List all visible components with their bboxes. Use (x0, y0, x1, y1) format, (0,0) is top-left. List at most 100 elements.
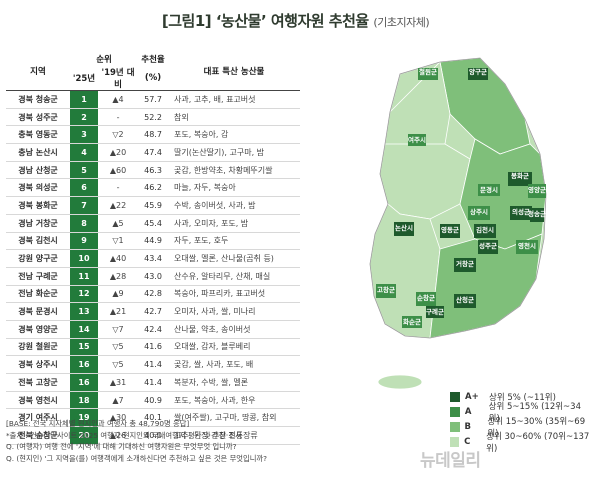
map-geochang-area (454, 258, 476, 272)
map-label: 상주시 (470, 207, 488, 216)
title-sub: (기초지자체) (373, 16, 430, 29)
rank-change-cell: ▲20 (98, 143, 139, 162)
header-score: 추천율 (141, 55, 165, 65)
table-row: 강원 양구군 10 ▲40 43.4 오대쌀, 멜론, 산나물(곰취 등) (6, 249, 301, 268)
map-label: 구례군 (426, 307, 444, 316)
score-cell: 40.9 (138, 391, 169, 410)
products-cell: 고추, 된장·간장·전통장류 (168, 426, 301, 445)
legend-grade-a: A (464, 406, 472, 417)
table-row: 경북 상주시 16 ▽5 41.4 곶감, 쌀, 사과, 포도, 배 (6, 355, 301, 374)
footnote-question-resident: Q. (현지인) '그 지역을(를) 여행객에게 소개하신다면 추천하고 싶은 … (6, 453, 268, 463)
table-row: 경남 산청군 5 ▲60 46.3 곶감, 한방약초, 차황메뚜기쌀 (6, 161, 301, 180)
rank-cell: 16 (70, 373, 98, 392)
map-cheongsong-area (530, 208, 544, 222)
rank-change-cell: ▲9 (98, 285, 139, 304)
legend-grade-b: B (464, 421, 471, 432)
score-cell: 46.2 (138, 178, 169, 198)
products-cell: 산수유, 알타리무, 산채, 매실 (168, 267, 301, 286)
products-cell: 복숭아, 파프리카, 표고버섯 (168, 285, 301, 304)
products-cell: 곶감, 한방약초, 차황메뚜기쌀 (168, 161, 301, 180)
region-cell: 경북 봉화군 (6, 196, 70, 215)
map-mungyeong-area (478, 184, 500, 196)
table-row: 경북 성주군 2-52.2 참외 (6, 108, 301, 127)
map-legend: A+ 상위 5% (~11위) A 상위 5~15% (12위~34위) B 상… (450, 389, 591, 454)
products-cell: 복분자, 수박, 쌀, 멜론 (168, 373, 301, 392)
score-cell: 57.7 (138, 90, 169, 109)
map-label: 문경시 (480, 185, 498, 194)
region-cell: 전남 화순군 (6, 285, 70, 304)
score-cell: 43.0 (138, 267, 169, 286)
rank-change-cell: ▲26 (98, 426, 139, 445)
products-cell: 포도, 복숭아, 사과, 한우 (168, 391, 301, 410)
map-label: 청송군 (528, 209, 546, 218)
rank-change-cell: ▲22 (98, 196, 139, 215)
products-cell: 포도, 복숭아, 감 (168, 125, 301, 145)
region-cell: 강원 철원군 (6, 338, 70, 357)
map-yanggu-area (468, 68, 488, 80)
legend-item-c: C 상위 30~60% (70위~137위) (450, 432, 591, 454)
products-cell: 오미자, 사과, 쌀, 미나리 (168, 302, 301, 321)
region-cell: 경북 영양군 (6, 320, 70, 339)
ranking-table-body: 경북 청송군 1 ▲4 57.7 사과, 고추, 배, 표고버섯 경북 성주군 2-52.2… (6, 90, 301, 445)
footnote-question-traveler: Q. (여행자) 여행 전에 '지역'에 대해 기대하신 여행자원은 무엇무엇 … (6, 442, 237, 451)
region-cell: 전북 고창군 (6, 373, 70, 392)
header-rank-group: 순위 (96, 55, 112, 65)
region-cell: 강원 양구군 (6, 249, 70, 268)
legend-item-a: A 상위 5~15% (12위~34위) (450, 402, 591, 424)
region-cell: 경남 거창군 (6, 214, 70, 233)
map-label: 논산시 (395, 223, 413, 232)
region-cell: 전남 구례군 (6, 267, 70, 286)
rank-change-cell: ▽2 (98, 125, 139, 145)
rank-cell: 13 (70, 302, 98, 321)
header-region: 지역 (6, 52, 70, 91)
region-cell: 경북 영천시 (6, 391, 70, 410)
rank-cell: 8 (70, 214, 98, 233)
rank-change-cell: ▽7 (98, 320, 139, 339)
map-label: 양구군 (469, 67, 487, 76)
rank-cell: 4 (70, 143, 98, 162)
score-cell: 42.4 (138, 320, 169, 339)
rank-change-cell: ▲31 (98, 373, 139, 392)
map-nonsan-area (394, 222, 414, 236)
footnote-base: [BASE: 전국 지자체별 현지인과 여행자 총 48,790명 응답] (6, 419, 190, 428)
ranking-table: 지역 순위 추천율 대표 특산 농산물 '25년 '19년 대비 (%) 경북 … (6, 52, 301, 445)
rank-change-cell: - (98, 178, 139, 198)
products-cell: 자두, 포도, 호두 (168, 232, 301, 251)
rank-cell: 19 (70, 408, 98, 428)
table-row: 충북 영동군 3 ▽2 48.7 포도, 복숭아, 감 (6, 125, 301, 145)
region-cell: 경남 산청군 (6, 161, 70, 180)
legend-swatch-c (450, 436, 460, 447)
rank-cell: 3 (70, 125, 98, 145)
legend-grade-c: C (464, 436, 471, 447)
table-row: 전남 구례군 11 ▲28 43.0 산수유, 알타리무, 산채, 매실 (6, 267, 301, 286)
map-cheorwon-area (418, 68, 438, 80)
map-bonghwa-area (508, 172, 532, 186)
region-cell: 전북 순창군 (6, 426, 70, 445)
score-cell: 41.4 (138, 355, 169, 374)
rank-cell: 15 (70, 338, 98, 357)
map-gimcheon-area (474, 224, 496, 238)
table-row: 경기 여주시 19 ▲30 40.1 쌀(여주쌀), 고구마, 땅콩, 참외 (6, 408, 301, 428)
rank-cell: 5 (70, 161, 98, 180)
ranking-table-wrap: 지역 순위 추천율 대표 특산 농산물 '25년 '19년 대비 (%) 경북 … (6, 52, 301, 445)
rank-change-cell: ▲4 (98, 90, 139, 109)
region-cell: 경북 문경시 (6, 302, 70, 321)
table-row: 경남 거창군 8 ▲5 45.4 사과, 오미자, 포도, 밤 (6, 214, 301, 233)
products-cell: 산나물, 약초, 송이버섯 (168, 320, 301, 339)
map-label: 영동군 (441, 225, 459, 234)
score-cell: 47.4 (138, 143, 169, 162)
map-gurye-area (426, 306, 444, 318)
rank-cell: 16 (70, 355, 98, 374)
legend-grade-a-plus: A+ (465, 391, 479, 402)
table-row: 전북 순창군 20 ▲26 40.0 고추, 된장·간장·전통장류 (6, 426, 301, 445)
rank-cell: 11 (70, 267, 98, 286)
score-cell: 41.6 (138, 338, 169, 357)
map-yeongdong-area (440, 224, 460, 238)
rank-change-cell: ▽1 (98, 232, 139, 251)
rank-change-cell: - (98, 108, 139, 127)
map-label: 철원군 (419, 67, 437, 76)
map-coastline-accent (369, 57, 547, 339)
table-row: 충남 논산시 4 ▲20 47.4 딸기(논산딸기), 고구마, 밤 (6, 143, 301, 162)
